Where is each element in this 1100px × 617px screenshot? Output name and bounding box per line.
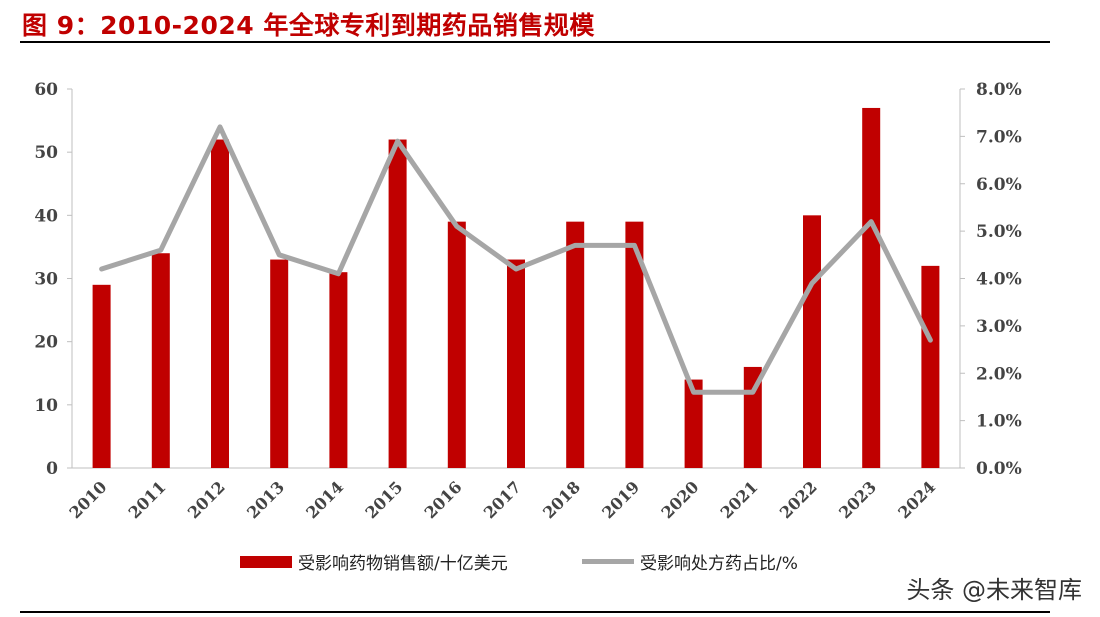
y-left-tick-label: 60	[34, 80, 58, 100]
y-right-tick-label: 0.0%	[976, 459, 1022, 479]
legend-label-line: 受影响处方药占比/%	[640, 554, 798, 574]
legend-item-line[interactable]: 受影响处方药占比/%	[582, 549, 798, 574]
line-point	[692, 390, 696, 394]
bar	[92, 284, 111, 468]
x-tick-label: 2016	[421, 477, 466, 522]
top-rule	[20, 41, 1050, 43]
x-tick-label: 2013	[243, 477, 288, 522]
legend-swatch-line	[582, 559, 634, 564]
x-tick-label: 2010	[66, 477, 111, 522]
line-point	[100, 267, 104, 271]
bar	[566, 221, 585, 468]
x-tick-label: 2024	[894, 477, 939, 522]
watermark: 头条 @未来智库	[906, 576, 1082, 604]
bar	[625, 221, 644, 468]
y-right-tick-label: 2.0%	[976, 364, 1022, 384]
x-tick-label: 2019	[598, 477, 643, 522]
line-point	[810, 281, 814, 285]
x-tick-label: 2017	[480, 477, 525, 522]
line-point	[159, 248, 163, 252]
y-left-tick-label: 30	[34, 270, 58, 290]
y-right-tick-label: 3.0%	[976, 317, 1022, 337]
bar	[507, 259, 525, 468]
line-point	[277, 253, 281, 257]
chart-legend: 受影响药物销售额/十亿美元 受影响处方药占比/%	[0, 549, 1100, 574]
x-tick-label: 2023	[835, 477, 880, 522]
figure-title: 图 9：2010-2024 年全球专利到期药品销售规模	[22, 11, 595, 40]
bottom-rule	[20, 611, 1050, 613]
x-tick-label: 2020	[658, 477, 703, 522]
line-point	[751, 390, 755, 394]
bar	[270, 259, 289, 468]
bar	[329, 272, 348, 468]
y-right-tick-label: 7.0%	[976, 127, 1022, 147]
y-left-tick-label: 50	[34, 143, 58, 163]
line-point	[218, 125, 222, 129]
bar	[388, 139, 407, 469]
legend-item-bar[interactable]: 受影响药物销售额/十亿美元	[240, 549, 508, 574]
bar	[151, 253, 170, 468]
bar	[211, 139, 229, 469]
line-point	[514, 267, 518, 271]
y-right-tick-label: 5.0%	[976, 222, 1022, 242]
bar	[803, 215, 821, 468]
y-left-tick-label: 10	[34, 396, 58, 416]
y-right-tick-label: 4.0%	[976, 270, 1022, 290]
legend-swatch-bar	[240, 555, 292, 568]
line-point	[632, 243, 636, 247]
line-point	[869, 220, 873, 224]
y-left-tick-label: 20	[34, 333, 58, 353]
x-tick-label: 2014	[302, 477, 347, 522]
x-tick-label: 2011	[125, 477, 170, 522]
y-left-tick-label: 0	[46, 459, 58, 479]
line-point	[928, 338, 932, 342]
x-tick-label: 2018	[539, 477, 584, 522]
line-point	[455, 224, 459, 228]
x-tick-label: 2012	[184, 477, 229, 522]
y-right-tick-label: 1.0%	[976, 412, 1022, 432]
legend-label-bar: 受影响药物销售额/十亿美元	[298, 554, 508, 574]
bar	[862, 107, 881, 468]
x-tick-label: 2021	[717, 477, 762, 522]
line-point	[396, 139, 400, 143]
x-tick-label: 2022	[776, 477, 821, 522]
y-right-tick-label: 8.0%	[976, 80, 1022, 100]
line-point	[336, 272, 340, 276]
y-right-tick-label: 6.0%	[976, 175, 1022, 195]
bar	[921, 265, 940, 468]
line-point	[573, 243, 577, 247]
x-tick-label: 2015	[362, 477, 407, 522]
bar	[447, 221, 466, 468]
y-left-tick-label: 40	[34, 206, 58, 226]
bar	[684, 379, 703, 468]
